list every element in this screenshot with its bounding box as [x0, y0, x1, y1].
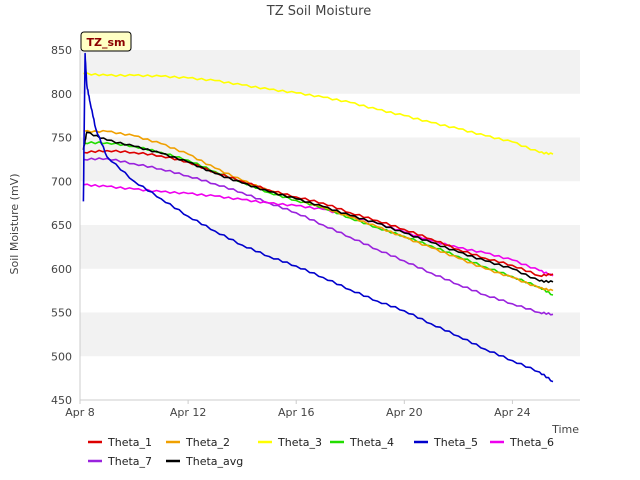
- series-line-theta-1: [83, 149, 554, 278]
- y-tick-label: 550: [51, 307, 72, 320]
- chart-title: TZ Soil Moisture: [266, 4, 372, 19]
- y-tick-label: 450: [51, 394, 72, 407]
- series-line-theta-2: [83, 129, 554, 292]
- y-tick-label: 650: [51, 219, 72, 232]
- legend-label: Theta_3: [277, 436, 322, 449]
- x-axis: Apr 8 Apr 12 Apr 16 Apr 20 Apr 24: [65, 400, 531, 419]
- series-line-theta-6: [83, 183, 554, 277]
- plot-background: [79, 50, 580, 401]
- legend-label: Theta_avg: [185, 455, 243, 468]
- x-axis-title: Time: [551, 423, 579, 436]
- y-tick-label: 500: [51, 350, 72, 363]
- badge-label: TZ_sm: [87, 36, 126, 49]
- background-band: [80, 93, 580, 138]
- legend-label: Theta_1: [107, 436, 152, 449]
- series-line-theta-7: [83, 157, 554, 316]
- series-line-theta-avg: [82, 131, 554, 284]
- legend-label: Theta_6: [509, 436, 554, 449]
- background-band: [80, 356, 580, 400]
- background-band: [80, 312, 580, 357]
- series-line-theta-5: [82, 52, 554, 383]
- legend-label: Theta_2: [185, 436, 230, 449]
- background-band: [80, 181, 580, 225]
- y-tick-label: 800: [51, 88, 72, 101]
- series-line-theta-3: [83, 72, 554, 156]
- y-tick-label: 600: [51, 263, 72, 276]
- y-axis: 450 500 550 600 650 700 750 800 850: [51, 44, 72, 407]
- chart-badge: TZ_sm: [80, 31, 132, 52]
- x-tick-label: Apr 12: [170, 406, 207, 419]
- badge-box: [80, 31, 132, 52]
- x-tick-label: Apr 24: [494, 406, 531, 419]
- y-tick-label: 700: [51, 175, 72, 188]
- x-tick-label: Apr 20: [386, 406, 423, 419]
- y-axis-title: Soil Moisture (mV): [8, 174, 21, 275]
- x-tick-label: Apr 8: [65, 406, 95, 419]
- x-tick-label: Apr 16: [278, 406, 315, 419]
- background-band: [80, 137, 580, 182]
- legend-label: Theta_5: [433, 436, 478, 449]
- legend-label: Theta_4: [349, 436, 394, 449]
- background-band: [80, 268, 580, 313]
- series-lines: [82, 52, 554, 383]
- y-tick-label: 750: [51, 132, 72, 145]
- legend: Theta_1 Theta_2 Theta_3 Theta_4 Theta_5 Theta…: [88, 436, 554, 468]
- y-tick-label: 850: [51, 44, 72, 57]
- legend-label: Theta_7: [107, 455, 152, 468]
- background-band: [80, 50, 580, 94]
